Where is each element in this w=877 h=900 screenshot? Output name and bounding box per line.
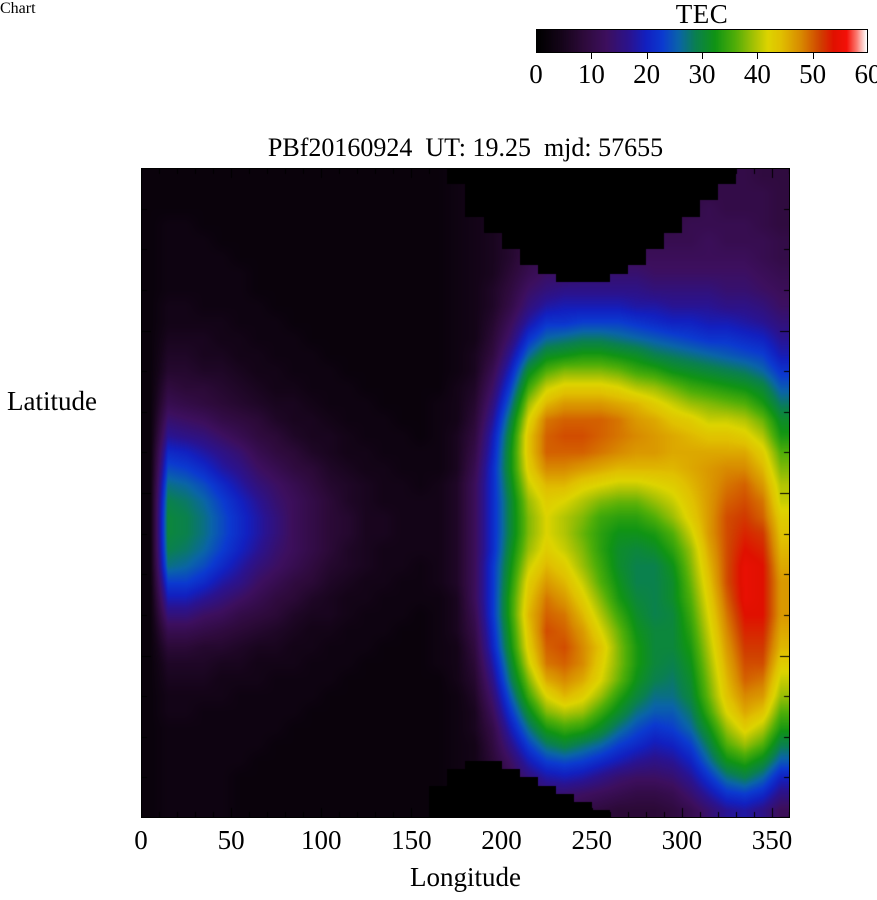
x-tick-label: 300 xyxy=(661,825,703,855)
colorbar-gradient xyxy=(536,29,868,53)
tec-heatmap xyxy=(141,168,790,818)
y-axis-label: Latitude xyxy=(7,386,97,416)
colorbar-tick-label: 20 xyxy=(633,59,661,89)
colorbar-tick-label: 10 xyxy=(577,59,605,89)
x-tick-label: 50 xyxy=(217,825,245,855)
colorbar-tick xyxy=(591,53,593,59)
x-tick-label: 250 xyxy=(571,825,612,855)
colorbar-title: TEC xyxy=(675,0,729,29)
colorbar-tick-label: 40 xyxy=(743,59,771,89)
x-tick-label: 0 xyxy=(134,825,148,855)
colorbar-tickmarks xyxy=(536,53,868,65)
x-tick-label: 150 xyxy=(391,825,432,855)
plot-title: PBf20160924 UT: 19.25 mjd: 57655 xyxy=(267,133,664,162)
x-axis-label: Longitude xyxy=(410,862,521,892)
colorbar-tick-label: 60 xyxy=(854,59,877,89)
colorbar-tick-labels: 0 10 20 30 40 50 60 xyxy=(508,58,877,92)
colorbar-tick-label: 30 xyxy=(688,59,716,89)
x-tick-label: 350 xyxy=(751,825,793,855)
colorbar-tick-label: 0 xyxy=(529,59,543,89)
colorbar-tick xyxy=(702,53,703,59)
x-tick-label: 100 xyxy=(301,825,342,855)
colorbar-tick-label: 50 xyxy=(799,59,827,89)
colorbar-tick xyxy=(757,53,759,59)
colorbar-tick xyxy=(646,53,648,59)
x-tick-label: 200 xyxy=(481,825,522,855)
colorbar-tick xyxy=(812,53,814,59)
